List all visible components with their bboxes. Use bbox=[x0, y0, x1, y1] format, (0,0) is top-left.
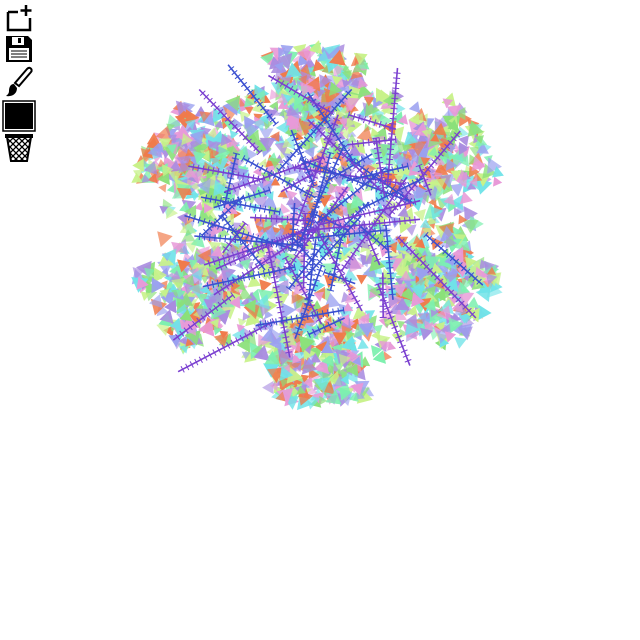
toolbar bbox=[0, 0, 40, 170]
save-button[interactable] bbox=[2, 33, 36, 65]
drawing-strokes bbox=[131, 40, 504, 411]
new-canvas-button[interactable] bbox=[2, 2, 36, 34]
trash-basket-icon bbox=[5, 134, 33, 162]
new-canvas-icon bbox=[6, 5, 32, 32]
color-picker-button[interactable] bbox=[2, 100, 36, 132]
paint-brush-icon bbox=[6, 66, 33, 97]
floppy-disk-icon bbox=[6, 36, 32, 62]
brush-button[interactable] bbox=[2, 66, 36, 98]
color-swatch-icon bbox=[2, 100, 36, 132]
clear-canvas-button[interactable] bbox=[2, 131, 36, 163]
